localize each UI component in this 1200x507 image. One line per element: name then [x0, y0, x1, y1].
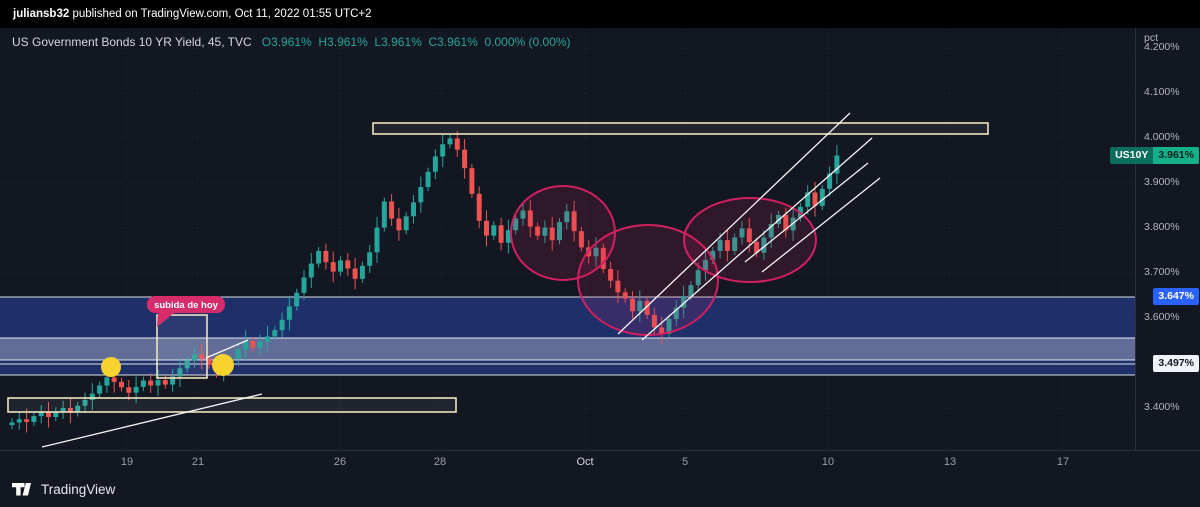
- chart-canvas[interactable]: subida de hoy: [0, 28, 1135, 450]
- time-label-13: 13: [943, 456, 957, 468]
- tradingview-logo[interactable]: TradingView: [12, 480, 115, 498]
- price-label-4.100%: 4.100%: [1144, 86, 1180, 98]
- chart-pane[interactable]: subida de hoy: [0, 28, 1135, 450]
- us10y-price-badge-symbol: US10Y: [1110, 146, 1154, 164]
- time-label-5: 5: [681, 456, 689, 468]
- attribution-text: published on TradingView.com, Oct 11, 20…: [69, 8, 372, 20]
- price-label-3.800%: 3.800%: [1144, 221, 1180, 233]
- time-label-28: 28: [433, 456, 447, 468]
- price-scale[interactable]: pct 4.200% 4.100% 4.000% 3.900% 3.800% 3.700%…: [1110, 28, 1200, 450]
- price-label-3.400%: 3.400%: [1144, 401, 1180, 413]
- time-label-10: 10: [821, 456, 835, 468]
- symbol-title[interactable]: US Government Bonds 10 YR Yield, 45, TVC: [12, 35, 252, 49]
- time-label-21: 21: [191, 456, 205, 468]
- ohlc-values: O3.961% H3.961% L3.961% C3.961% 0.000% (…: [261, 35, 571, 49]
- time-label-Oct: Oct: [576, 456, 594, 468]
- price-label-3.700%: 3.700%: [1144, 266, 1180, 278]
- price-label-3.900%: 3.900%: [1144, 176, 1180, 188]
- time-label-26: 26: [333, 456, 347, 468]
- price-label-3.600%: 3.600%: [1144, 311, 1180, 323]
- tradingview-logo-icon: [12, 483, 31, 496]
- time-label-17: 17: [1056, 456, 1070, 468]
- price-scale-unit: pct: [1144, 32, 1159, 44]
- subida-de-hoy-callout[interactable]: subida de hoy: [147, 296, 225, 327]
- level-badge-3497: 3.497%: [1153, 355, 1199, 373]
- price-label-4.200%: 4.200%: [1144, 41, 1180, 53]
- us10y-price-badge: US10Y 3.961%: [1110, 146, 1199, 164]
- attribution-bar: juliansb32 published on TradingView.com,…: [0, 0, 1200, 28]
- symbol-header: US Government Bonds 10 YR Yield, 45, TVC…: [12, 35, 571, 49]
- chart-drawings[interactable]: [7, 112, 989, 448]
- us10y-price-badge-value: 3.961%: [1153, 146, 1199, 164]
- time-scale[interactable]: 19 21 26 28 Oct 5 10 13 17: [0, 450, 1200, 474]
- tradingview-logo-text: TradingView: [41, 481, 116, 497]
- level-badge-3647-value: 3.647%: [1153, 287, 1199, 305]
- svg-text:subida de hoy: subida de hoy: [154, 300, 219, 311]
- time-label-19: 19: [120, 456, 134, 468]
- price-label-4.000%: 4.000%: [1144, 131, 1180, 143]
- candlesticks: [9, 131, 840, 433]
- publisher-username: juliansb32: [13, 8, 70, 20]
- level-badge-3497-value: 3.497%: [1153, 355, 1199, 373]
- level-badge-3647: 3.647%: [1153, 287, 1199, 305]
